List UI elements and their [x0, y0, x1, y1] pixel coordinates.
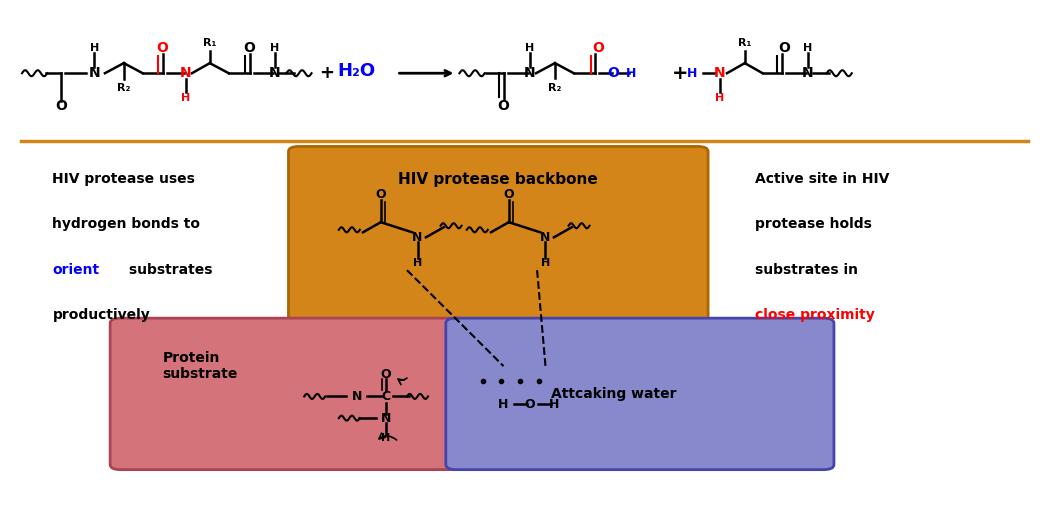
Text: O: O — [778, 41, 791, 55]
Text: HIV protease backbone: HIV protease backbone — [399, 172, 598, 187]
Text: H: H — [715, 93, 724, 104]
Text: R₂: R₂ — [117, 83, 130, 93]
Text: hydrogen bonds to: hydrogen bonds to — [52, 217, 200, 231]
Text: +: + — [671, 64, 688, 83]
Text: O: O — [156, 41, 169, 55]
Text: N: N — [269, 66, 281, 80]
Text: H: H — [413, 258, 422, 268]
FancyBboxPatch shape — [288, 146, 708, 359]
FancyBboxPatch shape — [110, 318, 467, 470]
Text: H: H — [498, 397, 509, 411]
Text: O: O — [497, 99, 510, 113]
Text: O: O — [524, 397, 535, 411]
Text: H: H — [90, 43, 99, 53]
Text: N: N — [179, 66, 192, 80]
Text: H: H — [181, 93, 190, 104]
Text: Protein
substrate: Protein substrate — [163, 350, 238, 381]
Text: O: O — [376, 188, 386, 201]
Text: C: C — [382, 390, 390, 403]
Text: H: H — [382, 433, 390, 443]
Text: O: O — [592, 41, 604, 55]
Text: R₁: R₁ — [738, 38, 751, 48]
Text: substrates: substrates — [124, 263, 212, 277]
Text: H: H — [549, 397, 559, 411]
Text: N: N — [351, 390, 362, 403]
Text: H: H — [541, 258, 550, 268]
Text: O: O — [381, 368, 391, 381]
Text: N: N — [412, 231, 423, 244]
Text: close proximity: close proximity — [755, 308, 875, 322]
Text: N: N — [88, 66, 101, 80]
Text: O: O — [243, 41, 256, 55]
Text: +: + — [320, 64, 341, 82]
Text: O: O — [504, 188, 514, 201]
Text: H: H — [626, 67, 637, 80]
Text: H₂O: H₂O — [338, 62, 376, 80]
Text: N: N — [540, 231, 551, 244]
Text: H: H — [526, 43, 534, 53]
Text: H: H — [804, 43, 812, 53]
Text: Active site in HIV: Active site in HIV — [755, 172, 890, 186]
Text: substrates in: substrates in — [755, 263, 858, 277]
Text: H: H — [271, 43, 279, 53]
Text: R₂: R₂ — [549, 83, 561, 93]
Text: HIV protease uses: HIV protease uses — [52, 172, 195, 186]
Text: N: N — [713, 66, 726, 80]
Text: protease holds: protease holds — [755, 217, 872, 231]
Text: Attcaking water: Attcaking water — [551, 387, 677, 401]
Text: O: O — [55, 99, 67, 113]
Text: productively: productively — [52, 308, 150, 322]
FancyBboxPatch shape — [446, 318, 834, 470]
Text: N: N — [381, 412, 391, 425]
Text: O: O — [607, 66, 620, 80]
Text: N: N — [523, 66, 536, 80]
Text: R₁: R₁ — [204, 38, 216, 48]
Text: orient: orient — [52, 263, 100, 277]
Text: N: N — [801, 66, 814, 80]
Text: H: H — [687, 67, 698, 80]
